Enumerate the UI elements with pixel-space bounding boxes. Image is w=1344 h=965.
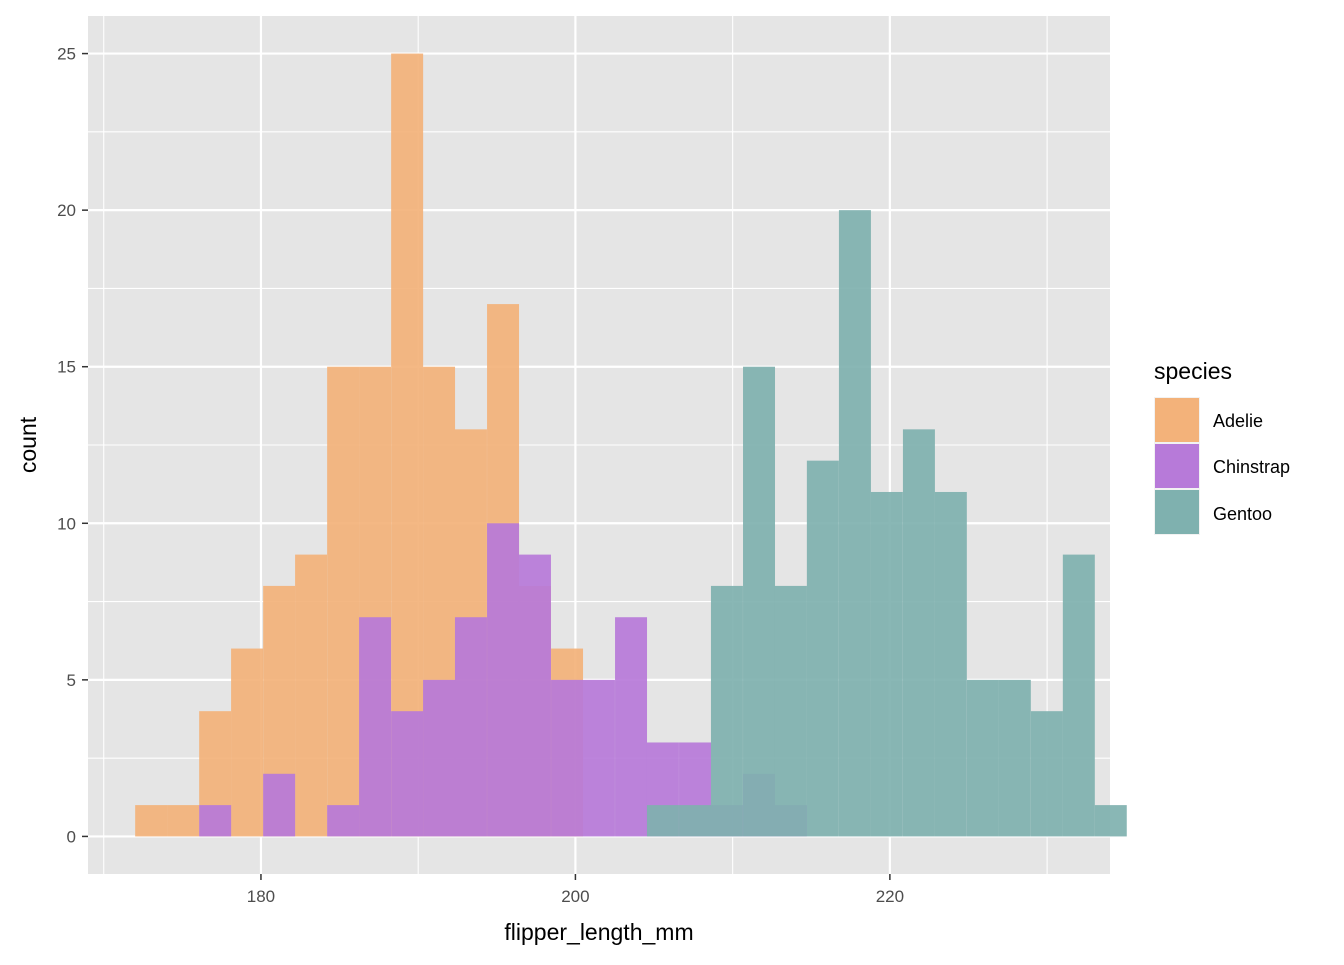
x-tick-label: 180 [247, 887, 275, 906]
legend: species Adelie Chinstrap Gentoo [1154, 358, 1290, 535]
bar-chinstrap [487, 523, 520, 837]
y-tick-label: 25 [57, 45, 76, 64]
bar-gentoo [774, 585, 807, 837]
bar-gentoo [966, 679, 999, 837]
legend-swatch-gentoo [1155, 490, 1199, 534]
x-tick-label: 220 [876, 887, 904, 906]
bar-chinstrap [615, 617, 648, 837]
bar-chinstrap [327, 805, 360, 837]
legend-label-gentoo: Gentoo [1213, 504, 1272, 524]
bar-gentoo [870, 491, 903, 837]
x-tick-label: 200 [561, 887, 589, 906]
bar-gentoo [1094, 805, 1127, 837]
legend-label-adelie: Adelie [1213, 411, 1263, 431]
bar-chinstrap [582, 679, 615, 837]
legend-swatch-chinstrap [1155, 444, 1199, 488]
bar-gentoo [646, 805, 679, 837]
x-axis-title: flipper_length_mm [504, 919, 693, 945]
bar-adelie [391, 53, 424, 837]
bar-gentoo [838, 210, 871, 837]
bar-adelie [167, 805, 200, 837]
bar-chinstrap [423, 679, 456, 837]
bar-gentoo [743, 366, 776, 837]
bar-adelie [295, 554, 328, 837]
x-axis: 180 200 220 [247, 874, 904, 906]
y-tick-label: 0 [67, 827, 76, 846]
bar-gentoo [998, 679, 1031, 837]
bar-chinstrap [454, 617, 487, 837]
bar-chinstrap [551, 679, 584, 837]
bar-chinstrap [391, 711, 424, 837]
y-tick-label: 20 [57, 201, 76, 220]
series-gentoo [646, 210, 1127, 837]
bar-gentoo [1030, 711, 1063, 837]
bar-gentoo [806, 460, 839, 837]
bar-gentoo [1062, 554, 1095, 837]
bar-gentoo [710, 585, 743, 837]
bar-chinstrap [199, 805, 232, 837]
legend-swatch-adelie [1155, 398, 1199, 442]
y-tick-label: 10 [57, 514, 76, 533]
bar-gentoo [679, 805, 712, 837]
y-tick-label: 15 [57, 358, 76, 377]
bar-gentoo [902, 429, 935, 837]
bar-chinstrap [263, 773, 296, 837]
legend-title: species [1154, 358, 1232, 384]
bar-adelie [327, 366, 360, 837]
bar-chinstrap [359, 617, 392, 837]
bar-adelie [135, 805, 168, 837]
bar-adelie [231, 648, 264, 837]
bar-gentoo [934, 491, 967, 837]
series-chinstrap [199, 523, 807, 837]
bar-chinstrap [518, 554, 551, 837]
y-axis: 0 5 10 15 20 25 [57, 45, 88, 846]
y-tick-label: 5 [67, 671, 76, 690]
legend-label-chinstrap: Chinstrap [1213, 457, 1290, 477]
y-axis-title: count [15, 416, 41, 473]
